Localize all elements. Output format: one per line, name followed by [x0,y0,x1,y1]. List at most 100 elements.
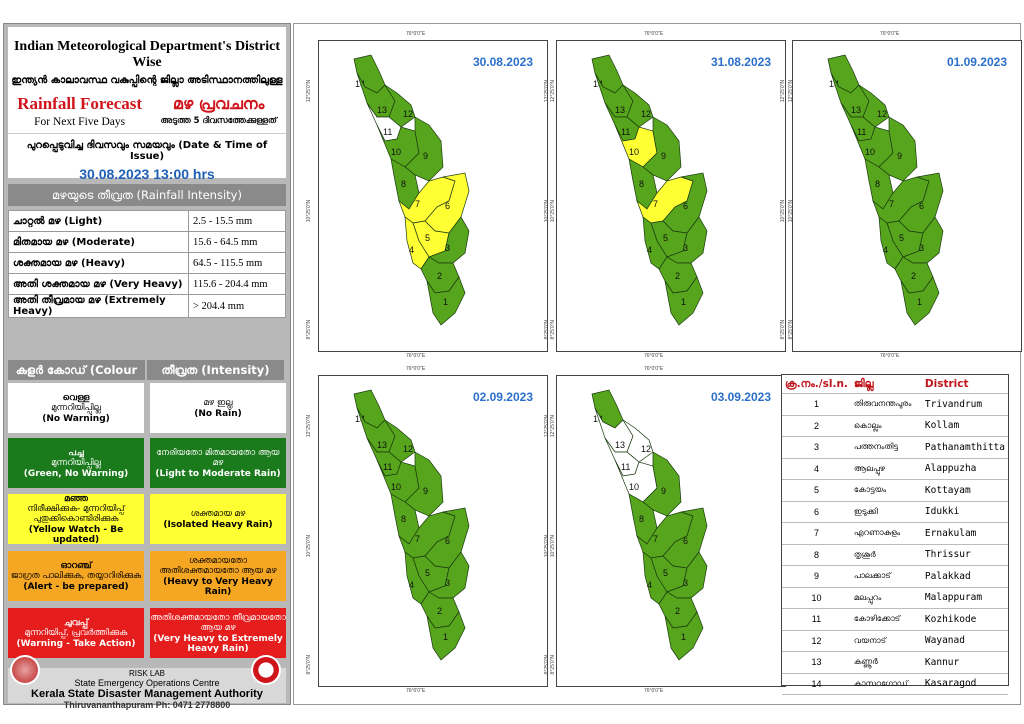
district-row: 12 വയനാട് Wayanad [782,630,1008,652]
colour-name: ചുവപ്പ് [63,617,89,628]
seoc: State Emergency Operations Centre [74,678,220,688]
district-label: 7 [415,534,420,544]
district-12 [622,419,654,463]
intensity-table: ചാറ്റൽ മഴ (Light) 2.5 - 15.5 mm മിതമായ മഴ … [8,210,286,318]
axis-label-lat: 10°25'0"N [544,535,550,558]
intensity-name: മിതമായ മഴ (Moderate) [8,231,189,253]
intensity-desc-en: (Heavy to Very Heavy Rain) [163,576,273,597]
district-sl: 9 [782,565,851,588]
district-row: 1 തിരുവനന്തപുരം Trivandrum [782,393,1008,416]
axis-label-lat: 8°25'0"N [780,320,786,340]
district-map: 14 13 12 11 10 9 8 7 6 5 4 3 2 1 02.09.2023 [318,375,548,687]
district-label: 1 [681,297,686,307]
district-label: 13 [615,105,625,115]
district-en: Kannur [921,651,1008,674]
axis-label-lat: 8°25'0"N [306,320,312,340]
district-row: 14 കാസറഗോഡ് Kasaragod [782,673,1008,695]
colour-code-cell: ഓറഞ്ച് ജാഗ്രത പാലിക്കുക, തയ്യാറിരിക്കുക (A… [8,551,144,601]
intensity-desc-en: (Very Heavy to Extremely Heavy Rain) [153,633,283,654]
district-map: 14 13 12 11 10 9 8 7 6 5 4 3 2 1 01.09.2023 [792,40,1022,352]
colour-code-cell: വെള്ള മുന്നറിയിപ്പില്ല (No Warning) [8,383,144,433]
risk-lab: RISK LAB [128,669,165,678]
legend-panel: Indian Meteorological Department's Distr… [3,23,291,710]
district-label: 4 [647,580,652,590]
district-label: 13 [377,105,387,115]
ksdma-logo-icon [251,655,281,685]
district-label: 10 [391,482,401,492]
district-label: 9 [661,151,666,161]
colour-code-head-left: കളർ കോഡ് (Colour Code) [8,360,147,397]
district-label: 10 [865,147,875,157]
kerala-map: 14 13 12 11 10 9 87 6 5 4 3 2 1 [353,389,470,661]
district-label: 11 [383,127,392,137]
intensity-desc-en: (Light to Moderate Rain) [155,468,281,479]
district-9 [404,116,444,182]
intensity-range: > 204.4 mm [188,294,286,318]
axis-label-lon: 76°0'0"E [644,688,664,694]
district-en: Palakkad [921,565,1008,588]
axis-label-lat: 8°25'0"N [306,655,312,675]
district-12 [858,84,890,128]
district-label: 7 [653,534,658,544]
axis-label-lon: 76°0'0"E [406,31,426,37]
district-label: 14 [593,414,603,424]
district-ml: എറണാകുളം [850,522,922,545]
district-sl: 10 [782,587,851,609]
district-row: 10 മലപ്പുറം Malappuram [782,587,1008,609]
district-ml: കോഴിക്കോട് [850,608,922,631]
district-en: Kozhikode [921,608,1008,631]
intensity-desc-en: (No Rain) [194,408,242,419]
district-row: 3 പത്തനംതിട്ട Pathanamthitta [782,436,1008,459]
district-row: 9 പാലക്കാട് Palakkad [782,565,1008,588]
district-label: 7 [653,199,658,209]
district-label: 14 [593,79,603,89]
colour-desc-en: (Yellow Watch - Be updated) [28,524,124,545]
intensity-name: അതി ശക്തമായ മഴ (Very Heavy) [8,273,189,295]
district-label: 8 [639,514,644,524]
district-label: 10 [629,147,639,157]
district-en: Pathanamthitta [921,436,1008,459]
district-label: 7 [889,199,894,209]
district-9 [878,116,918,182]
district-map: 14 13 12 11 10 9 8 7 6 5 4 3 2 1 03.09.2023 [556,375,786,687]
district-ml: തിരുവനന്തപുരം [850,393,922,416]
district-1 [900,276,940,326]
axis-label-lon: 76°0'0"E [644,31,664,37]
district-label: 14 [829,79,839,89]
district-label: 7 [415,199,420,209]
colour-desc-en: (No Warning) [42,413,110,424]
district-row: 6 ഇടുക്കി Idukki [782,501,1008,523]
district-9 [404,451,444,517]
legend-header: Indian Meteorological Department's Distr… [8,27,286,151]
colour-code-row: മഞ്ഞ നിരീക്ഷിക്കുക- മുന്നറിയിപ്പ് പുതുക്ക… [8,494,286,545]
district-en: Kasaragod [921,673,1008,695]
colour-name: ഓറഞ്ച് [60,560,92,571]
district-en: Thrissur [921,544,1008,566]
district-label: 2 [675,606,680,616]
rainfall-forecast-title-ml: മഴ പ്രവചനം [172,94,265,113]
axis-label-lat: 12°25'0"N [544,415,550,438]
district-ml: ഇടുക്കി [850,501,922,523]
district-sl: 6 [782,501,851,523]
district-sl: 4 [782,458,851,480]
district-label: 3 [683,243,688,253]
district-label: 11 [621,127,630,137]
rainfall-forecast-title: Rainfall Forecast [17,94,143,113]
issue-info: പുറപ്പെടുവിച്ച ദിവസവും സമയവും (Date & Ti… [8,133,286,182]
colour-desc-ml: നിരീക്ഷിക്കുക- മുന്നറിയിപ്പ് പുതുക്കികൊണ… [27,503,125,524]
intensity-range: 115.6 - 204.4 mm [188,273,286,295]
district-label: 14 [355,79,365,89]
intensity-desc-ml: നേരിയതോ മിതമായതോ ആയ മഴ [156,447,280,468]
district-label: 2 [437,271,442,281]
district-label: 5 [425,233,430,243]
axis-label-lat: 8°25'0"N [544,320,550,340]
district-label: 4 [647,245,652,255]
district-map: 14 13 12 11 10 9 8 7 6 5 4 3 2 1 30.08.2023 [318,40,548,352]
intensity-cell: നേരിയതോ മിതമായതോ ആയ മഴ (Light to Moderate… [150,438,286,488]
district-ml: കൊല്ലം [850,415,922,437]
issue-datetime: 30.08.2023 13:00 hrs [79,166,215,182]
district-ml: മലപ്പുറം [850,587,922,609]
axis-label-lon: 76°0'0"E [880,31,900,37]
colour-desc-en: (Alert - be prepared) [23,581,129,592]
intensity-range: 2.5 - 15.5 mm [188,210,286,232]
